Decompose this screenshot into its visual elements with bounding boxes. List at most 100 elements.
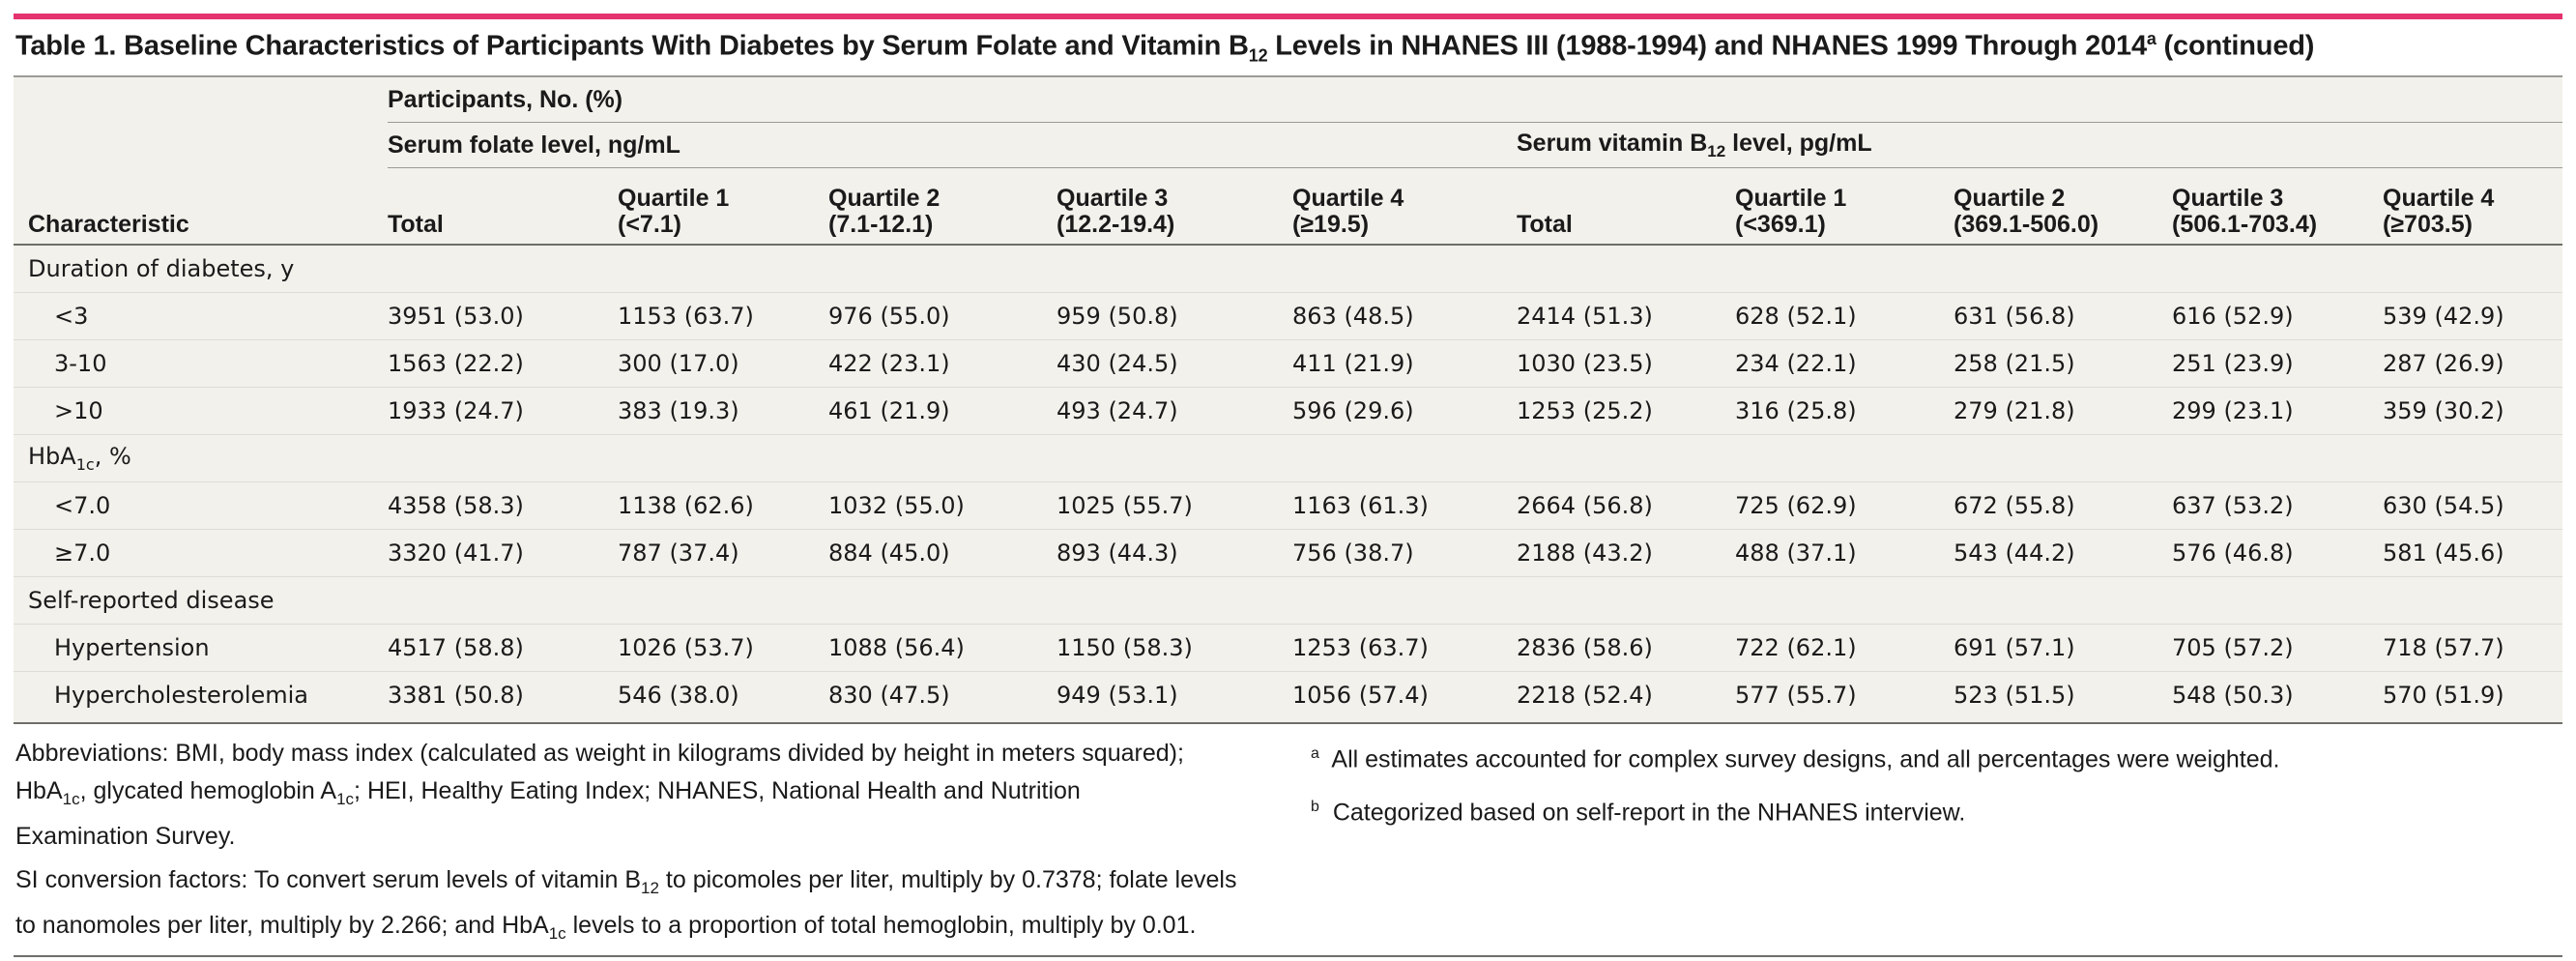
table-cell: 359 (30.2)	[2383, 387, 2563, 435]
table-cell: 949 (53.1)	[1056, 682, 1178, 709]
footnote-a: a All estimates accounted for complex su…	[1311, 745, 2280, 773]
table-cell: 251 (23.9)	[2172, 339, 2383, 388]
table-cell: 543 (44.2)	[1954, 529, 2172, 577]
table-cell: 976 (55.0)	[828, 292, 1056, 340]
header-empty-2	[14, 123, 388, 168]
section-row: Duration of diabetes, y	[14, 245, 2563, 293]
table-cell: 1253 (63.7)	[1292, 624, 1517, 672]
col-header-folate-1: Quartile 1 (<7.1)	[618, 167, 828, 246]
row-label: ≥7.0	[14, 529, 388, 577]
col-header-folate-4: Quartile 4 (≥19.5)	[1292, 167, 1517, 246]
table-cell: 628 (52.1)	[1735, 292, 1954, 340]
table-cell: 1163 (61.3)	[1292, 481, 1517, 530]
notes-right: a All estimates accounted for complex su…	[1311, 735, 2558, 832]
table-cell: 1025 (55.7)	[1056, 481, 1292, 530]
table-cell: 461 (21.9)	[828, 387, 1056, 435]
table-cell: 279 (21.8)	[1954, 387, 2172, 435]
table-cell: 1088 (56.4)	[828, 624, 1056, 672]
table-cell: 2836 (58.6)	[1517, 624, 1735, 672]
table-cell: 1056 (57.4)	[1292, 682, 1429, 709]
header-participants: Participants, No. (%)	[388, 77, 2563, 123]
table-cell: 546 (38.0)	[618, 682, 739, 709]
row-label: Hypercholesterolemia	[54, 682, 309, 709]
table-cell: 691 (57.1)	[1954, 624, 2172, 672]
table-cell: 548 (50.3)	[2172, 682, 2294, 709]
table-cell: 287 (26.9)	[2383, 339, 2563, 388]
header-characteristic: Characteristic	[14, 167, 388, 246]
table-cell: 630 (54.5)	[2383, 481, 2563, 530]
col-header-b12-4: Quartile 4 (≥703.5)	[2383, 167, 2563, 246]
table-cell: 1153 (63.7)	[618, 292, 828, 340]
table-cell: 493 (24.7)	[1056, 387, 1292, 435]
table-row: Hypercholesterolemia 3381 (50.8) 546 (38.0…	[14, 672, 2562, 719]
table-cell: 539 (42.9)	[2383, 292, 2563, 340]
table-cell: 637 (53.2)	[2172, 481, 2383, 530]
table-cell: 2218 (52.4)	[1517, 682, 1653, 709]
table-cell: 3320 (41.7)	[388, 529, 618, 577]
section-row: Self-reported disease	[14, 576, 2563, 625]
table-cell: 316 (25.8)	[1735, 387, 1954, 435]
table-cell: 1933 (24.7)	[388, 387, 618, 435]
title-footnote-mark: a	[2146, 29, 2156, 48]
section-label: HbA1c, %	[14, 434, 2563, 482]
table-cell: 705 (57.2)	[2172, 624, 2383, 672]
table-cell: 787 (37.4)	[618, 529, 828, 577]
title-subscript: 12	[1248, 45, 1268, 66]
table-cell: 1253 (25.2)	[1517, 387, 1735, 435]
table-cell: 523 (51.5)	[1954, 682, 2075, 709]
table-cell: 1563 (22.2)	[388, 339, 618, 388]
table-cell: 300 (17.0)	[618, 339, 828, 388]
table-cell: 863 (48.5)	[1292, 292, 1517, 340]
table-row: Hypertension 4517 (58.8) 1026 (53.7) 1088 (…	[14, 624, 2563, 672]
table-cell: 2664 (56.8)	[1517, 481, 1735, 530]
table-cell: 383 (19.3)	[618, 387, 828, 435]
data-table-container: Participants, No. (%) Serum folate level…	[14, 75, 2563, 724]
table-cell: 422 (23.1)	[828, 339, 1056, 388]
table-title: Table 1. Baseline Characteristics of Par…	[15, 29, 2558, 66]
table-cell: 488 (37.1)	[1735, 529, 1954, 577]
table-cell: 722 (62.1)	[1735, 624, 1954, 672]
row-label: <7.0	[14, 481, 388, 530]
title-text: Table 1. Baseline Characteristics of Par…	[15, 30, 1249, 62]
row-label: <3	[14, 292, 388, 340]
table-cell: 718 (57.7)	[2383, 624, 2563, 672]
table-cell: 725 (62.9)	[1735, 481, 1954, 530]
table-cell: 3381 (50.8)	[388, 682, 524, 709]
table-cell: 258 (21.5)	[1954, 339, 2172, 388]
footnote-b: b Categorized based on self-report in th…	[1311, 799, 1966, 827]
bottom-rule	[14, 955, 2562, 957]
table-cell: 830 (47.5)	[828, 682, 950, 709]
row-label: >10	[14, 387, 388, 435]
table-cell: 1138 (62.6)	[618, 481, 828, 530]
col-header-b12-0: Total	[1517, 167, 1735, 246]
table-cell: 3951 (53.0)	[388, 292, 618, 340]
col-header-b12-3: Quartile 3 (506.1-703.4)	[2172, 167, 2383, 246]
table-cell: 2414 (51.3)	[1517, 292, 1735, 340]
table-cell: 299 (23.1)	[2172, 387, 2383, 435]
table-cell: 2188 (43.2)	[1517, 529, 1735, 577]
table-cell: 234 (22.1)	[1735, 339, 1954, 388]
section-label: Duration of diabetes, y	[14, 245, 2563, 293]
col-header-folate-3: Quartile 3 (12.2-19.4)	[1056, 167, 1292, 246]
table-row: >10 1933 (24.7) 383 (19.3) 461 (21.9) 493 (2…	[14, 387, 2563, 435]
table-row: ≥7.0 3320 (41.7) 787 (37.4) 884 (45.0) 893 (…	[14, 529, 2563, 577]
table-cell: 1026 (53.7)	[618, 624, 828, 672]
title-text-middle: Levels in NHANES III (1988-1994) and NHA…	[1267, 30, 2147, 62]
section-row: HbA1c, %	[14, 434, 2563, 482]
table-cell: 577 (55.7)	[1735, 682, 1857, 709]
baseline-characteristics-table: Participants, No. (%) Serum folate level…	[14, 77, 2563, 719]
table-row: 3-10 1563 (22.2) 300 (17.0) 422 (23.1) 430 (…	[14, 339, 2563, 388]
table-cell: 884 (45.0)	[828, 529, 1056, 577]
table-cell: 959 (50.8)	[1056, 292, 1292, 340]
table-cell: 1150 (58.3)	[1056, 624, 1292, 672]
table-cell: 596 (29.6)	[1292, 387, 1517, 435]
table-cell: 581 (45.6)	[2383, 529, 2563, 577]
table-cell: 1030 (23.5)	[1517, 339, 1735, 388]
row-label: Hypertension	[14, 624, 388, 672]
header-empty	[14, 77, 388, 123]
title-continued: (continued)	[2156, 30, 2315, 62]
table-cell: 893 (44.3)	[1056, 529, 1292, 577]
table-cell: 4358 (58.3)	[388, 481, 618, 530]
table-cell: 616 (52.9)	[2172, 292, 2383, 340]
table-cell: 576 (46.8)	[2172, 529, 2383, 577]
